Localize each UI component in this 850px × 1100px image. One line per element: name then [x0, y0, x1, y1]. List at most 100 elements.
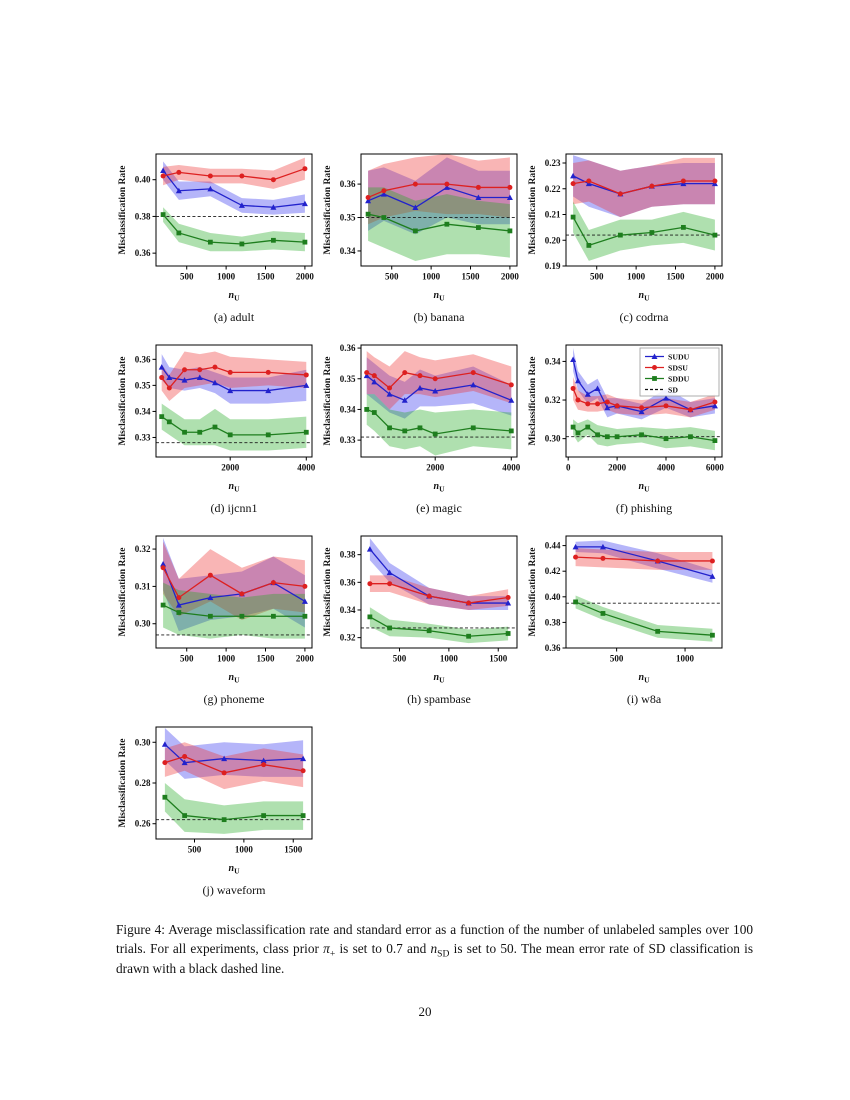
subplot-a-caption: (a) adult: [213, 310, 255, 324]
sddu-line: [162, 214, 305, 245]
sudu-marker: [412, 204, 419, 210]
sudu-band: [164, 728, 304, 779]
sudu-marker: [711, 402, 718, 409]
sddu-line: [572, 426, 716, 442]
axes-frame: [565, 344, 723, 458]
legend-label-sudu: SUDU: [668, 353, 690, 362]
sdsu-marker: [239, 173, 245, 179]
sddu-marker: [617, 232, 623, 238]
sudu-marker: [363, 372, 370, 379]
y-tick-label: 0.36: [135, 354, 151, 364]
sddu-marker: [302, 613, 308, 619]
x-tick-label: 1500: [284, 845, 303, 855]
plot-area-j: [156, 728, 312, 834]
x-tick-label: 1000: [217, 272, 236, 282]
y-axis-label: Misclassification Rate: [528, 548, 538, 637]
sddu-band: [369, 607, 509, 644]
sudu-marker: [570, 172, 577, 179]
sddu-marker: [182, 429, 187, 435]
y-tick-label: 0.26: [135, 819, 151, 829]
plot-area-h: [361, 538, 517, 644]
x-tick-label: 1000: [422, 272, 441, 282]
sudu-marker: [709, 573, 716, 579]
x-axis-label: nU: [434, 672, 446, 685]
sddu-line: [366, 408, 512, 435]
sddu-markers: [570, 214, 718, 248]
sddu-band: [164, 783, 304, 834]
sdsu-marker: [303, 372, 309, 378]
sudu-line: [572, 359, 716, 413]
y-axis-label: Misclassification Rate: [323, 166, 333, 255]
sdsu-marker: [709, 558, 715, 564]
sddu-marker: [614, 434, 620, 440]
sdsu-marker: [470, 370, 476, 376]
x-axis-ticks: 500 1000: [610, 648, 695, 664]
sudu-marker: [366, 546, 373, 552]
sddu-marker: [575, 430, 581, 436]
sddu-marker: [649, 230, 655, 235]
sdsu-line: [366, 371, 512, 389]
y-axis-label: Misclassification Rate: [118, 166, 128, 255]
x-axis-ticks: 500 1000 1500 2000: [180, 648, 314, 664]
sdsu-line: [162, 168, 306, 181]
sdsu-marker: [570, 385, 576, 391]
sdsu-marker: [444, 181, 450, 187]
sdsu-marker: [300, 768, 306, 774]
x-tick-label: 4000: [657, 463, 676, 473]
sdsu-marker: [655, 558, 661, 564]
sdsu-line: [367, 183, 510, 199]
sddu-marker: [302, 239, 308, 245]
sdsu-marker: [239, 591, 245, 597]
sdsu-marker: [371, 373, 377, 379]
sddu-marker: [381, 215, 387, 220]
subplot-j: 500 1000 1500 0.26 0.28 0.30 Misclassification…: [116, 719, 321, 910]
sdsu-marker: [302, 583, 308, 589]
sddu-band: [368, 187, 510, 261]
sudu-marker: [365, 197, 372, 204]
y-tick-label: 0.19: [545, 261, 561, 271]
sddu-marker: [162, 794, 168, 800]
y-axis-ticks: 0.33 0.34 0.35 0.36: [340, 343, 361, 445]
y-tick-label: 0.42: [545, 566, 561, 576]
sdsu-band: [164, 742, 304, 790]
y-tick-label: 0.35: [135, 380, 151, 390]
sudu-markers: [161, 741, 307, 766]
sdsu-band: [366, 351, 512, 410]
sdsu-marker: [573, 554, 579, 560]
chart-g-canvas: 500 1000 1500 2000 0.30 0.31 0.32 Misclassifica…: [118, 535, 314, 685]
sddu-marker: [470, 425, 476, 431]
sdsu-marker: [680, 178, 686, 184]
sdsu-marker: [365, 194, 371, 200]
sdsu-marker: [586, 178, 592, 184]
sddu-marker: [573, 599, 578, 605]
x-axis-label: nU: [434, 290, 446, 303]
sddu-marker: [166, 419, 172, 425]
sudu-marker: [386, 569, 393, 576]
sdsu-band: [161, 351, 307, 401]
sdsu-band: [575, 548, 713, 570]
sdsu-markers: [573, 554, 715, 564]
subplot-j-caption: (j) waveform: [202, 883, 266, 897]
x-tick-label: 4000: [502, 463, 521, 473]
y-axis-label: Misclassification Rate: [118, 739, 128, 828]
x-tick-label: 0: [566, 463, 571, 473]
sddu-marker: [197, 429, 203, 435]
x-tick-label: 500: [385, 272, 399, 282]
sudu-marker: [265, 387, 272, 394]
chart-j-canvas: 500 1000 1500 0.26 0.28 0.30 Misclassification…: [118, 726, 313, 876]
sudu-marker: [475, 194, 482, 200]
sddu-marker: [207, 613, 213, 619]
sdsu-marker: [570, 181, 576, 187]
sddu-line: [367, 213, 510, 232]
caption-text-3: is set to 50. The mean error rate of SD …: [116, 940, 754, 977]
y-axis-label: Misclassification Rate: [528, 357, 538, 446]
subplot-f: 0 2000 4000 6000 0.30 0.32 0.34 Misclassificati…: [526, 337, 731, 528]
sddu-marker: [712, 438, 718, 443]
sddu-marker: [710, 632, 715, 638]
sudu-band: [163, 537, 305, 632]
sddu-band: [573, 201, 715, 261]
x-tick-label: 1500: [257, 654, 276, 664]
y-tick-label: 0.35: [340, 213, 356, 223]
sudu-marker: [505, 600, 512, 606]
